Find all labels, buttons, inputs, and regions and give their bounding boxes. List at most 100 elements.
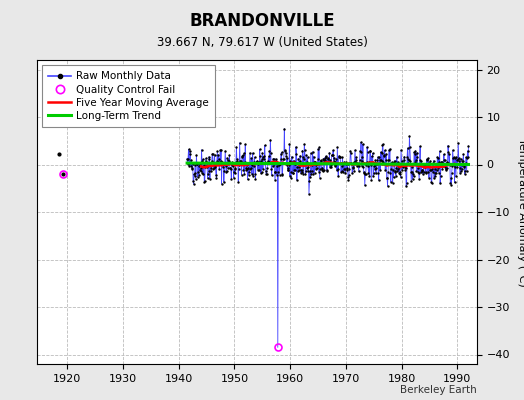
Y-axis label: Temperature Anomaly (°C): Temperature Anomaly (°C) xyxy=(517,138,524,286)
Point xyxy=(425,174,433,181)
Point xyxy=(431,170,440,176)
Point xyxy=(454,156,462,163)
Point xyxy=(220,168,228,174)
Point xyxy=(299,154,307,161)
Point xyxy=(237,172,246,178)
Point xyxy=(382,151,390,157)
Point xyxy=(351,159,359,165)
Point xyxy=(392,172,400,179)
Point xyxy=(341,166,349,172)
Point xyxy=(315,174,324,181)
Point xyxy=(391,169,399,175)
Point xyxy=(256,170,265,176)
Point xyxy=(273,162,281,169)
Point xyxy=(409,171,417,177)
Point xyxy=(449,155,457,161)
Point xyxy=(312,162,321,168)
Point xyxy=(390,157,399,164)
Point xyxy=(460,164,468,171)
Point xyxy=(423,156,431,162)
Point xyxy=(254,160,263,167)
Point xyxy=(199,156,207,162)
Point xyxy=(450,179,458,186)
Point xyxy=(202,162,211,168)
Point xyxy=(261,167,270,174)
Point xyxy=(224,158,233,164)
Point xyxy=(231,170,239,176)
Point xyxy=(443,164,451,171)
Point xyxy=(183,156,191,162)
Point xyxy=(305,191,313,197)
Point xyxy=(297,167,305,173)
Point xyxy=(239,150,248,157)
Point xyxy=(277,149,286,156)
Point xyxy=(462,154,471,160)
Point xyxy=(256,146,264,152)
Point xyxy=(245,160,253,166)
Point xyxy=(361,182,369,188)
Point xyxy=(439,162,447,168)
Point xyxy=(246,165,255,172)
Point xyxy=(406,158,414,164)
Point xyxy=(191,170,200,176)
Point xyxy=(364,163,372,170)
Point xyxy=(186,151,194,158)
Point xyxy=(266,137,275,143)
Point xyxy=(233,155,241,162)
Point xyxy=(192,152,201,158)
Point xyxy=(200,179,209,185)
Point xyxy=(332,160,340,167)
Point xyxy=(413,149,421,156)
Point xyxy=(399,164,408,170)
Point xyxy=(450,154,458,160)
Point xyxy=(290,167,298,173)
Point xyxy=(334,173,343,180)
Point xyxy=(294,167,303,173)
Point xyxy=(393,168,401,174)
Point xyxy=(260,142,269,149)
Point xyxy=(452,154,461,160)
Point xyxy=(247,155,256,162)
Point xyxy=(359,141,367,147)
Point xyxy=(191,161,199,168)
Point xyxy=(449,147,457,153)
Point xyxy=(193,161,201,167)
Point xyxy=(271,169,280,176)
Point xyxy=(275,162,283,168)
Point xyxy=(258,150,267,156)
Point xyxy=(464,143,473,149)
Point xyxy=(245,169,254,176)
Point xyxy=(411,159,419,165)
Point xyxy=(380,147,389,154)
Point xyxy=(326,164,334,170)
Point xyxy=(189,160,197,167)
Point xyxy=(254,166,262,173)
Point xyxy=(311,159,320,166)
Point xyxy=(294,155,302,162)
Point xyxy=(334,166,342,172)
Point xyxy=(281,148,289,154)
Point xyxy=(369,173,377,179)
Point xyxy=(185,163,194,169)
Point xyxy=(198,146,206,153)
Point xyxy=(440,156,449,163)
Point xyxy=(285,141,293,147)
Point xyxy=(223,155,231,161)
Point xyxy=(316,157,325,164)
Point xyxy=(234,178,243,185)
Point xyxy=(200,162,208,168)
Point xyxy=(334,154,343,160)
Point xyxy=(209,150,217,157)
Point xyxy=(251,170,259,177)
Point xyxy=(446,162,454,169)
Point xyxy=(333,144,342,150)
Point xyxy=(252,158,260,165)
Point xyxy=(400,156,408,163)
Point xyxy=(422,168,430,175)
Point xyxy=(288,154,296,160)
Point xyxy=(308,162,316,168)
Point xyxy=(455,164,464,171)
Point xyxy=(242,165,250,172)
Point xyxy=(322,154,330,160)
Point xyxy=(222,169,231,175)
